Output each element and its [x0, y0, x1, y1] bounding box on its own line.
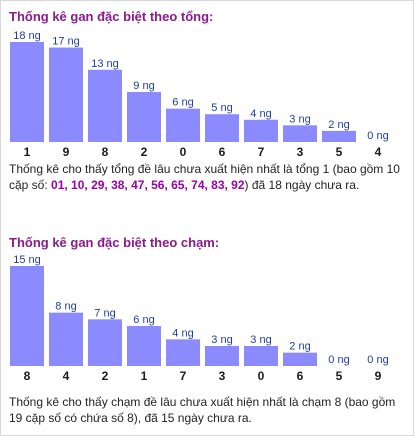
touch-bar-4	[49, 312, 83, 366]
sum-category-label-8: 8	[102, 145, 109, 159]
sum-value-label-7: 4 ng	[250, 108, 271, 120]
sum-caption-text-end: ) đã 18 ngày chưa ra.	[244, 178, 360, 192]
sum-caption-pair-list: 01, 10, 29, 38, 47, 56, 65, 74, 83, 92	[51, 178, 245, 192]
touch-chart-caption: Thống kê cho thấy chạm đề lâu chưa xuất …	[9, 394, 409, 426]
sum-bar-7	[244, 119, 278, 142]
touch-bar-8	[10, 266, 44, 366]
sum-category-label-5: 5	[336, 145, 343, 159]
touch-bar-6	[283, 352, 317, 366]
sum-value-label-2: 9 ng	[133, 80, 154, 92]
touch-value-label-1: 6 ng	[133, 314, 154, 326]
sum-value-label-1: 18 ng	[13, 30, 41, 42]
touch-bar-0	[244, 346, 278, 366]
sum-category-label-9: 9	[63, 145, 70, 159]
touch-category-label-1: 1	[141, 369, 148, 383]
sum-category-label-1: 1	[24, 145, 31, 159]
touch-category-label-7: 7	[180, 369, 187, 383]
sum-value-label-0: 6 ng	[172, 97, 193, 109]
sum-bar-1	[10, 42, 44, 142]
sum-category-label-7: 7	[258, 145, 265, 159]
touch-value-label-7: 4 ng	[172, 327, 193, 339]
touch-category-label-4: 4	[63, 369, 70, 383]
sum-bar-8	[88, 69, 122, 142]
sum-value-label-4: 0 ng	[367, 130, 388, 142]
sum-bar-6	[205, 114, 239, 142]
touch-bar-2	[88, 319, 122, 366]
touch-value-label-5: 0 ng	[328, 354, 349, 366]
sum-bar-3	[283, 125, 317, 142]
sum-chart-title: Thống kê gan đặc biệt theo tổng:	[9, 9, 214, 24]
touch-bar-1	[127, 326, 161, 366]
touch-bar-3	[205, 346, 239, 366]
sum-value-label-8: 13 ng	[91, 58, 119, 70]
touch-category-label-8: 8	[24, 369, 31, 383]
touch-value-label-6: 2 ng	[289, 341, 310, 353]
sum-value-label-6: 5 ng	[211, 102, 232, 114]
touch-value-label-8: 15 ng	[13, 254, 41, 266]
touch-caption-text: Thống kê cho thấy chạm đề lâu chưa xuất …	[9, 395, 396, 425]
touch-value-label-3: 3 ng	[211, 334, 232, 346]
sum-bar-0	[166, 108, 200, 142]
sum-bar-chart: 18 ng 1 17 ng 9 13 ng 8 9 ng 2 6 ng 0 5 ng 6 4 ng 7 3 …	[10, 30, 389, 159]
touch-value-label-9: 0 ng	[367, 354, 388, 366]
sum-category-label-2: 2	[141, 145, 148, 159]
touch-value-label-2: 7 ng	[94, 307, 115, 319]
sum-category-label-4: 4	[375, 145, 382, 159]
touch-category-label-9: 9	[375, 369, 382, 383]
touch-category-label-0: 0	[258, 369, 265, 383]
touch-category-label-5: 5	[336, 369, 343, 383]
sum-bar-2	[127, 92, 161, 142]
touch-category-label-6: 6	[297, 369, 304, 383]
sum-chart-caption: Thống kê cho thấy tổng đề lâu chưa xuất …	[9, 161, 409, 193]
touch-bar-chart: 15 ng 8 8 ng 4 7 ng 2 6 ng 1 4 ng 7 3 ng 3 3 ng 0 2 ng…	[10, 254, 389, 383]
sum-value-label-3: 3 ng	[289, 113, 310, 125]
sum-category-label-6: 6	[219, 145, 226, 159]
touch-value-label-0: 3 ng	[250, 334, 271, 346]
touch-category-label-2: 2	[102, 369, 109, 383]
touch-bar-7	[166, 339, 200, 366]
sum-category-label-3: 3	[297, 145, 304, 159]
touch-value-label-4: 8 ng	[55, 301, 76, 313]
sum-bar-5	[322, 130, 356, 142]
touch-chart-title: Thống kê gan đặc biệt theo chạm:	[9, 235, 220, 250]
sum-value-label-9: 17 ng	[52, 36, 80, 48]
sum-caption-text-start: Thống kê cho thấy tổng đề lâu chưa xuất …	[9, 162, 400, 192]
sum-value-label-5: 2 ng	[328, 119, 349, 131]
touch-category-label-3: 3	[219, 369, 226, 383]
sum-category-label-0: 0	[180, 145, 187, 159]
sum-bar-9	[49, 47, 83, 142]
